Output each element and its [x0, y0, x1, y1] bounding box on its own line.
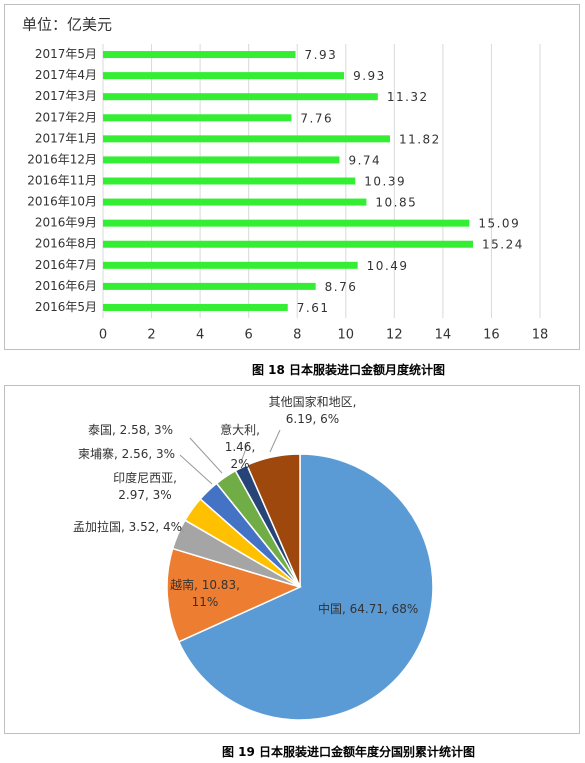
pie-chart-frame — [4, 385, 580, 734]
bar — [103, 261, 358, 269]
x-tick-label: 16 — [483, 328, 500, 343]
value-label: 10.39 — [364, 175, 406, 189]
value-label: 9.93 — [353, 69, 386, 83]
value-label: 7.93 — [305, 48, 338, 62]
y-tick-label: 2016年7月 — [35, 258, 97, 272]
y-tick-label: 2016年8月 — [35, 237, 97, 251]
bar — [103, 177, 356, 185]
leader-line — [189, 437, 223, 474]
value-label: 15.24 — [482, 238, 524, 252]
y-tick-label: 2016年9月 — [35, 216, 97, 230]
bar — [103, 72, 345, 80]
bar — [103, 240, 473, 248]
bar — [103, 219, 470, 227]
bar — [103, 114, 292, 122]
chart-title: 单位：亿美元 — [22, 16, 112, 34]
leader-line — [269, 429, 281, 453]
y-tick-label: 2017年3月 — [35, 89, 97, 103]
y-tick-label: 2016年5月 — [35, 300, 97, 314]
y-tick-label: 2017年4月 — [35, 68, 97, 82]
value-label: 10.49 — [367, 259, 409, 273]
x-tick-label: 10 — [338, 328, 355, 343]
data-label: 孟加拉国, 3.52, 4% — [73, 520, 183, 534]
bar — [103, 198, 367, 206]
value-label: 11.82 — [399, 132, 441, 146]
value-label: 9.74 — [348, 153, 381, 167]
y-tick-label: 2016年6月 — [35, 279, 97, 293]
value-label: 10.85 — [375, 196, 417, 210]
bar — [103, 51, 296, 59]
pie-slice — [245, 453, 301, 588]
pie-slice — [166, 547, 303, 643]
x-tick-label: 6 — [245, 328, 253, 343]
leader-line — [240, 442, 249, 463]
caption: 图 18 日本服装进口金额月度统计图 — [252, 363, 446, 377]
data-label: 中国, 64.71, 68% — [318, 602, 419, 616]
x-tick-label: 12 — [386, 328, 403, 343]
y-tick-label: 2017年5月 — [35, 47, 97, 61]
bar — [103, 135, 390, 143]
data-label: 柬埔寨, 2.56, 3% — [78, 447, 176, 461]
value-label: 11.32 — [387, 90, 429, 104]
x-tick-label: 8 — [293, 328, 301, 343]
data-label: 越南, 10.83, 11% — [170, 578, 240, 609]
value-label: 7.76 — [300, 111, 333, 125]
x-tick-label: 0 — [99, 328, 107, 343]
y-tick-label: 2016年11月 — [27, 174, 97, 188]
x-tick-label: 18 — [532, 328, 549, 343]
bar — [103, 282, 316, 290]
pie-slice — [177, 453, 434, 721]
bar — [103, 156, 340, 164]
data-label: 意大利, 1.46, 2% — [220, 423, 260, 471]
data-label: 印度尼西亚, 2.97, 3% — [113, 471, 177, 502]
value-label: 15.09 — [478, 217, 520, 231]
y-tick-label: 2016年12月 — [27, 152, 97, 166]
data-label: 其他国家和地区, 6.19, 6% — [268, 395, 357, 426]
bar — [103, 303, 288, 311]
x-tick-label: 14 — [435, 328, 452, 343]
x-tick-label: 2 — [147, 328, 155, 343]
caption: 图 19 日本服装进口金额年度分国别累计统计图 — [222, 745, 476, 759]
bar — [103, 93, 378, 101]
data-label: 泰国, 2.58, 3% — [88, 423, 174, 437]
y-tick-label: 2017年1月 — [35, 131, 97, 145]
leader-line — [179, 454, 213, 485]
y-tick-label: 2016年10月 — [27, 195, 97, 209]
y-tick-label: 2017年2月 — [35, 110, 97, 124]
value-label: 8.76 — [325, 280, 358, 294]
value-label: 7.61 — [297, 301, 330, 315]
bar-chart-frame — [4, 4, 580, 350]
x-tick-label: 4 — [196, 328, 204, 343]
leader-line — [179, 526, 185, 533]
